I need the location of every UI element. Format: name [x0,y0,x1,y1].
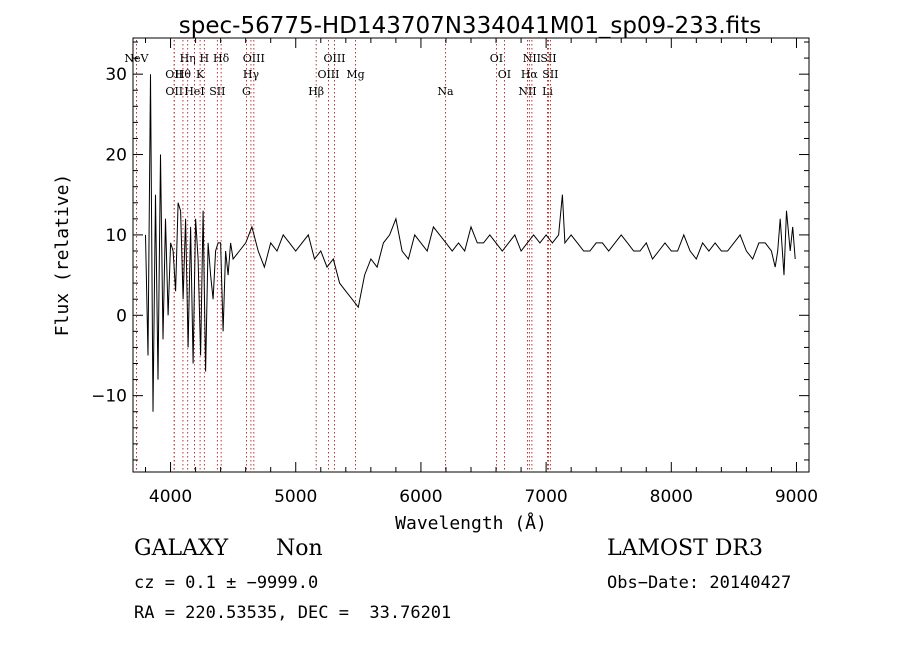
y-tick-label: −10 [91,387,127,407]
line-marker-label: Hδ [213,52,230,65]
y-tick-label: 20 [105,146,127,166]
y-axis-label: Flux (relative) [52,174,73,337]
spectrum-series-line [145,74,796,412]
cz-readout: cz = 0.1 ± −9999.0 [134,573,319,593]
line-marker-label: Hα [521,68,539,81]
obs-date-readout: Obs−Date: 20140427 [607,573,792,593]
line-marker-label: Hη [180,52,196,65]
x-tick-label: 7000 [524,487,567,507]
line-marker-label: H [200,52,210,65]
line-marker-label: Mg [346,68,364,81]
x-tick-label: 6000 [399,487,442,507]
x-tick-label: 5000 [274,487,317,507]
x-axis-label: Wavelength (Å) [395,512,547,534]
subclass-label: Non [276,536,323,561]
x-tick-label: 8000 [650,487,693,507]
radec-readout: RA = 220.53535, DEC = 33.76201 [134,603,452,623]
class-label: GALAXY [134,536,229,561]
line-marker-label: OI [490,52,503,65]
y-tick-label: 10 [105,226,127,246]
line-marker-label: NII [518,85,536,98]
line-marker-label: Li [542,85,553,98]
line-marker-label: K [196,68,205,81]
y-tick-label: 0 [116,306,127,326]
x-tick-label: 9000 [775,487,818,507]
line-marker-label: HeI [184,85,204,98]
line-marker-label: OII [165,68,183,81]
line-marker-label: Hβ [308,85,324,98]
line-marker-label: OIII [317,68,339,81]
line-marker-label: G [242,85,251,98]
line-marker-label: NII [523,52,541,65]
line-marker-label: OI [498,68,511,81]
line-marker-label: SII [542,68,558,81]
line-marker-label: Hγ [243,68,260,81]
line-marker-label: Hθ [175,68,192,81]
line-marker-label: SII [540,52,556,65]
line-marker-label: OII [165,85,183,98]
line-marker-label: Na [437,85,454,98]
line-marker-label: OIII [243,52,265,65]
x-tick-label: 4000 [149,487,192,507]
survey-label: LAMOST DR3 [607,536,763,561]
line-marker-label: SII [209,85,225,98]
chart-title: spec-56775-HD143707N334041M01_sp09-233.f… [179,13,761,39]
plot-frame [132,37,810,473]
line-marker-label: OIII [323,52,345,65]
y-tick-label: 30 [105,65,127,85]
